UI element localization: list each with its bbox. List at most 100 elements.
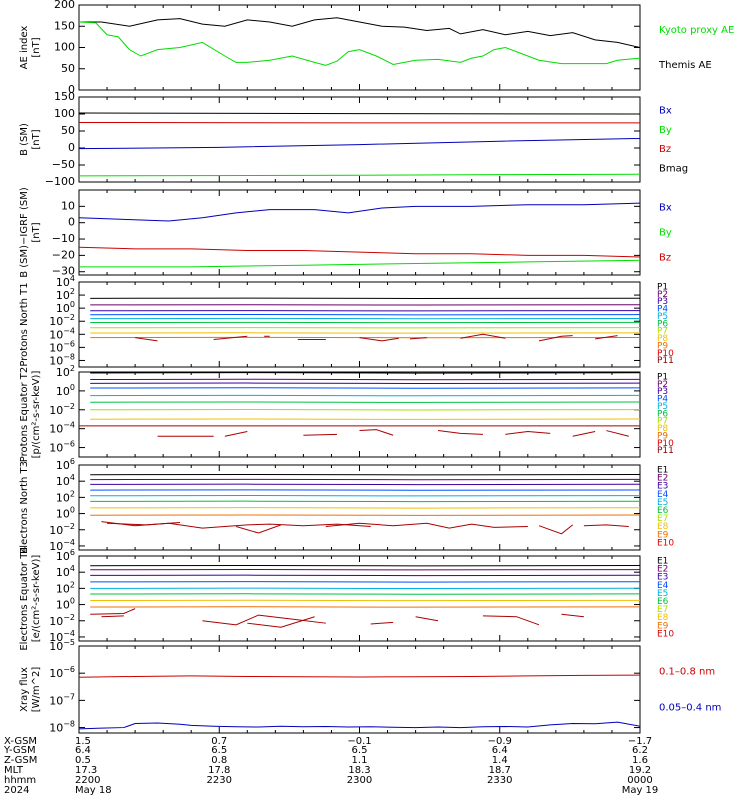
legend-entry: E7 bbox=[657, 605, 668, 615]
x-axis-value: 0.5 bbox=[75, 755, 91, 766]
legend-entry: P5 bbox=[657, 402, 668, 412]
legend-entry: E10 bbox=[657, 629, 674, 639]
series-line bbox=[78, 173, 641, 177]
y-axis-label: Electrons North T3 bbox=[19, 461, 30, 554]
x-axis-value: 6.2 bbox=[632, 745, 648, 756]
channel-fragment bbox=[538, 524, 573, 535]
series-line bbox=[79, 17, 641, 48]
legend-entry: E8 bbox=[657, 613, 669, 623]
panel-frame bbox=[78, 645, 641, 734]
series-line bbox=[78, 202, 641, 222]
channel-fragment bbox=[606, 430, 629, 437]
channel-fragment bbox=[303, 433, 338, 436]
x-axis-value: May 19 bbox=[622, 785, 659, 796]
x-axis-value: 6.4 bbox=[75, 745, 91, 756]
y-tick-label: 200 bbox=[54, 0, 75, 11]
channel-fragment bbox=[437, 430, 483, 435]
panel-2 bbox=[78, 96, 641, 183]
legend-entry: Bz bbox=[659, 253, 671, 264]
channel-fragment bbox=[202, 614, 326, 626]
legend-entry: P6 bbox=[657, 319, 668, 329]
panel-1 bbox=[78, 4, 641, 91]
y-tick-label: 104 bbox=[56, 473, 75, 489]
panel-7 bbox=[78, 555, 641, 642]
y-tick-label: 10−2 bbox=[49, 313, 75, 329]
y-tick-label: −50 bbox=[52, 158, 75, 171]
y-tick-label: 102 bbox=[56, 287, 75, 303]
x-axis-value: 6.5 bbox=[211, 745, 227, 756]
channel-fragment bbox=[561, 613, 584, 618]
legend-entry: E2 bbox=[657, 474, 668, 484]
legend-entry: Bz bbox=[659, 144, 671, 155]
x-axis-row-label: Z-GSM bbox=[4, 755, 37, 766]
x-axis-value: 0.8 bbox=[211, 755, 227, 766]
y-tick-label: 10 bbox=[61, 199, 75, 212]
series-line bbox=[78, 21, 641, 66]
legend-entry: E2 bbox=[657, 565, 668, 575]
channel-fragment bbox=[235, 524, 282, 534]
x-axis-value: 0000 bbox=[627, 775, 652, 786]
x-axis-value: 0.7 bbox=[211, 736, 227, 747]
y-tick-label: 10−2 bbox=[49, 401, 75, 417]
legend-entry: E5 bbox=[657, 589, 668, 599]
legend-entry: E6 bbox=[657, 597, 669, 607]
channel-fragment bbox=[101, 615, 124, 618]
x-axis-value: −0.9 bbox=[488, 736, 512, 747]
y-tick-label: −100 bbox=[45, 175, 75, 188]
channel-fragment bbox=[247, 616, 315, 628]
x-axis-value: 17.8 bbox=[208, 765, 230, 776]
y-tick-label: 10−5 bbox=[49, 638, 75, 654]
y-axis-label: Xray flux bbox=[19, 667, 30, 712]
x-axis-row-label: MLT bbox=[4, 765, 24, 776]
y-tick-label: 10−4 bbox=[49, 420, 75, 436]
y-tick-label: 10−8 bbox=[49, 352, 75, 368]
channel-fragment bbox=[107, 521, 181, 526]
y-axis-label: B (SM) bbox=[19, 123, 30, 156]
y-tick-label: 10−2 bbox=[49, 521, 75, 537]
legend-entry: P4 bbox=[657, 305, 668, 315]
channel-fragment bbox=[415, 616, 439, 622]
legend-entry: P8 bbox=[657, 424, 668, 434]
legend-entry: P10 bbox=[657, 349, 674, 359]
legend-entry: P11 bbox=[657, 446, 674, 456]
legend-entry: P7 bbox=[657, 417, 668, 427]
legend-entry: E5 bbox=[657, 498, 668, 508]
y-tick-label: 50 bbox=[61, 62, 75, 75]
x-axis-row-label: hhmm bbox=[4, 775, 36, 786]
y-axis-unit: [nT] bbox=[31, 129, 42, 149]
legend-entry: E4 bbox=[657, 581, 669, 591]
y-tick-label: 10−4 bbox=[49, 537, 75, 553]
legend-entry: Bmag bbox=[659, 163, 688, 174]
legend-entry: P4 bbox=[657, 395, 668, 405]
channel-fragment bbox=[325, 522, 528, 529]
legend-entry: P9 bbox=[657, 341, 668, 351]
legend-entry: P11 bbox=[657, 356, 674, 366]
y-tick-label: 104 bbox=[56, 564, 75, 580]
channel-fragment bbox=[359, 429, 394, 436]
y-tick-label: −30 bbox=[52, 265, 75, 278]
x-axis-value: 18.7 bbox=[489, 765, 511, 776]
y-axis-label: AE index bbox=[19, 26, 30, 70]
y-tick-label: 0 bbox=[68, 216, 75, 229]
y-tick-label: 10−4 bbox=[49, 628, 75, 644]
y-tick-label: 10−4 bbox=[49, 326, 75, 342]
channel-fragment bbox=[572, 431, 596, 437]
x-axis-value: −0.1 bbox=[347, 736, 371, 747]
channel-fragment bbox=[583, 524, 629, 528]
series-line bbox=[78, 721, 641, 730]
legend-entry: E10 bbox=[657, 538, 674, 548]
legend-entry: P3 bbox=[657, 297, 668, 307]
legend-entry: E4 bbox=[657, 490, 669, 500]
legend-entry: Bx bbox=[659, 203, 672, 214]
channel-fragment bbox=[595, 335, 618, 340]
channel-fragment bbox=[409, 337, 427, 340]
legend-entry: 0.1–0.8 nm bbox=[659, 666, 715, 677]
channel-fragment bbox=[224, 431, 248, 437]
panel-frame bbox=[78, 281, 641, 368]
legend-entry: E9 bbox=[657, 621, 669, 631]
legend-entry: P1 bbox=[657, 373, 668, 383]
panel-3 bbox=[78, 189, 641, 276]
legend-entry: P2 bbox=[657, 380, 668, 390]
y-axis-unit: [e/(cm²-s-sr-keV)] bbox=[31, 555, 42, 643]
